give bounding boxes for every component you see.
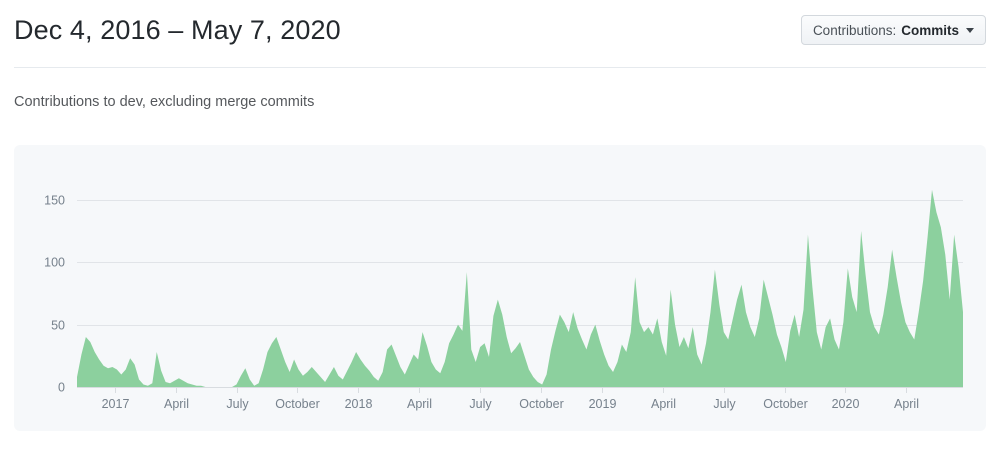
x-tick-label: July [713, 397, 736, 411]
x-tick-label: April [894, 397, 919, 411]
contributions-area-chart: 0 50 100 150 2017 April July October 2018 April J… [44, 189, 963, 411]
chart-subtitle: Contributions to dev, excluding merge co… [14, 94, 315, 110]
page-header: Dec 4, 2016 – May 7, 2020 Contributions:… [14, 8, 986, 52]
page-title: Dec 4, 2016 – May 7, 2020 [14, 15, 341, 45]
chart-axis [115, 387, 907, 393]
chart-x-tick-labels: 2017 April July October 2018 April July October… [102, 397, 919, 411]
x-tick-label: 2017 [102, 397, 130, 411]
y-tick-label: 50 [51, 319, 65, 333]
x-tick-label: October [519, 397, 563, 411]
x-tick-label: 2018 [345, 397, 373, 411]
y-tick-label: 150 [44, 194, 65, 208]
x-tick-label: 2020 [832, 397, 860, 411]
contributions-dropdown-value: Commits [901, 22, 959, 38]
x-tick-label: October [763, 397, 807, 411]
x-tick-label: 2019 [589, 397, 617, 411]
x-tick-label: April [651, 397, 676, 411]
x-tick-label: July [226, 397, 249, 411]
contributions-chart-panel: 0 50 100 150 2017 April July October 2018 April J… [14, 145, 986, 431]
contributions-type-dropdown[interactable]: Contributions: Commits [800, 15, 986, 45]
chart-y-tick-labels: 0 50 100 150 [44, 194, 65, 395]
y-tick-label: 0 [58, 381, 65, 395]
contributions-dropdown-prefix: Contributions: [812, 22, 897, 38]
x-tick-label: April [407, 397, 432, 411]
header-divider [14, 67, 986, 68]
x-tick-label: October [275, 397, 319, 411]
y-tick-label: 100 [44, 256, 65, 270]
x-tick-label: April [164, 397, 189, 411]
chevron-down-icon [966, 27, 974, 33]
x-tick-label: July [469, 397, 492, 411]
commits-area-series [77, 189, 963, 387]
